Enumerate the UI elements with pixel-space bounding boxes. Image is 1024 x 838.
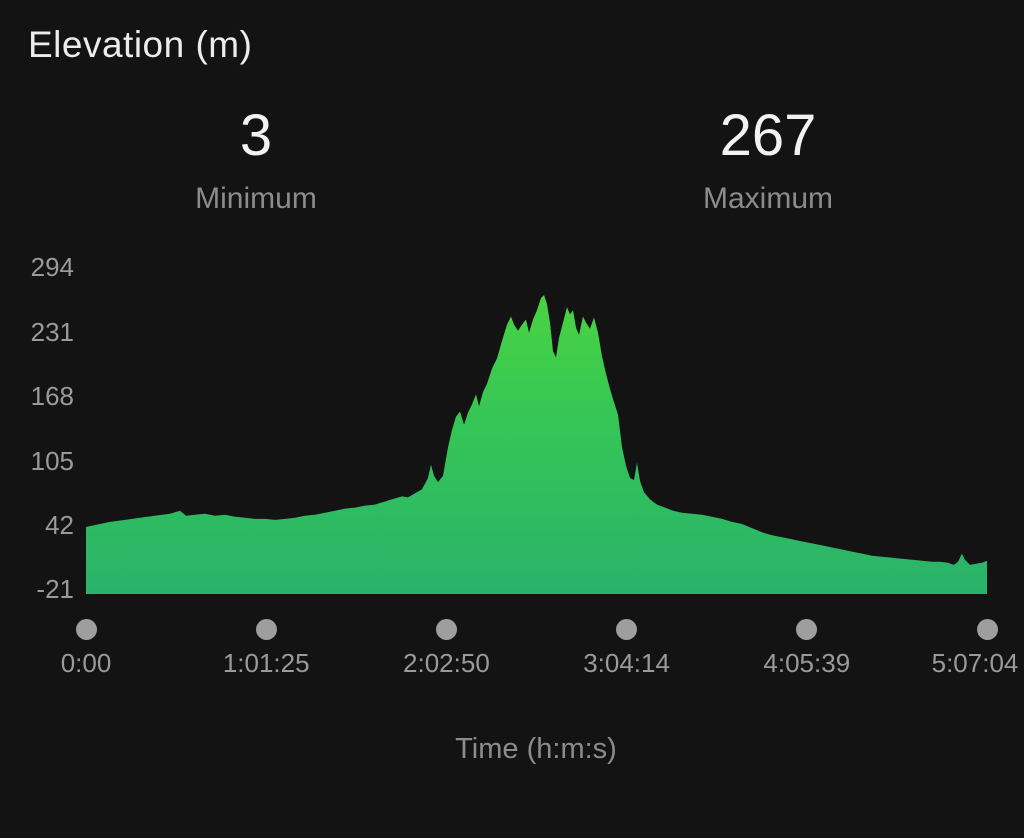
min-label: Minimum bbox=[195, 182, 317, 215]
x-tick-label: 5:07:04 bbox=[931, 648, 1019, 678]
stats-row: 3 Minimum 267 Maximum bbox=[0, 100, 1024, 216]
x-axis-title: Time (h:m:s) bbox=[455, 733, 617, 765]
x-tick-label: 1:01:25 bbox=[222, 648, 310, 678]
y-tick-label: 231 bbox=[30, 316, 74, 347]
x-tick-label: 2:02:50 bbox=[403, 648, 490, 678]
timeline-dot-marker bbox=[435, 619, 457, 640]
max-value: 267 bbox=[719, 103, 817, 168]
timeline-dot-marker bbox=[976, 619, 998, 640]
min-value: 3 bbox=[239, 103, 273, 168]
timeline-dot-marker bbox=[796, 619, 818, 640]
x-tick-label: 0:00 bbox=[60, 648, 112, 678]
min-stat: 3 Minimum bbox=[0, 100, 512, 216]
y-tick-label: 168 bbox=[30, 381, 74, 412]
y-tick-label: 294 bbox=[30, 252, 74, 283]
x-tick-label: 3:04:14 bbox=[583, 648, 670, 678]
x-tick-label: 4:05:39 bbox=[763, 648, 851, 678]
y-tick-label: 42 bbox=[45, 510, 74, 540]
timeline-dot-marker bbox=[616, 619, 638, 640]
y-tick-label: 105 bbox=[30, 445, 74, 476]
max-stat: 267 Maximum bbox=[512, 100, 1024, 216]
elevation-area-chart[interactable] bbox=[0, 250, 1024, 600]
chart-title: Elevation (m) bbox=[28, 24, 253, 65]
y-tick-label: -21 bbox=[36, 574, 74, 605]
max-label: Maximum bbox=[702, 182, 833, 215]
timeline-dot-marker bbox=[75, 619, 97, 640]
elevation-area bbox=[86, 295, 987, 594]
timeline-dot-marker bbox=[255, 619, 277, 640]
